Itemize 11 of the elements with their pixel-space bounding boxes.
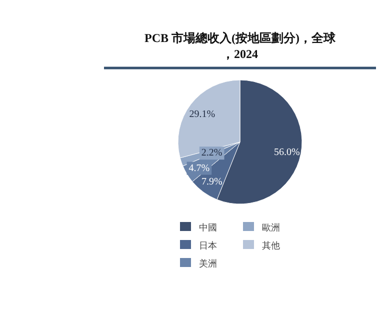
- chart-title: PCB 市場總收入(按地區劃分)，全球，2024: [144, 31, 336, 61]
- legend-label: 其他: [262, 240, 280, 250]
- legend-label: 歐洲: [262, 222, 280, 232]
- data-label: 2.2%: [201, 148, 222, 159]
- data-label: 56.0%: [274, 147, 300, 158]
- legend-label: 日本: [199, 240, 217, 250]
- legend-label: 中國: [199, 222, 217, 232]
- data-label: 29.1%: [189, 108, 216, 120]
- data-label: 7.9%: [201, 176, 222, 188]
- data-label: 4.7%: [188, 162, 210, 174]
- legend-label: 美洲: [199, 258, 217, 268]
